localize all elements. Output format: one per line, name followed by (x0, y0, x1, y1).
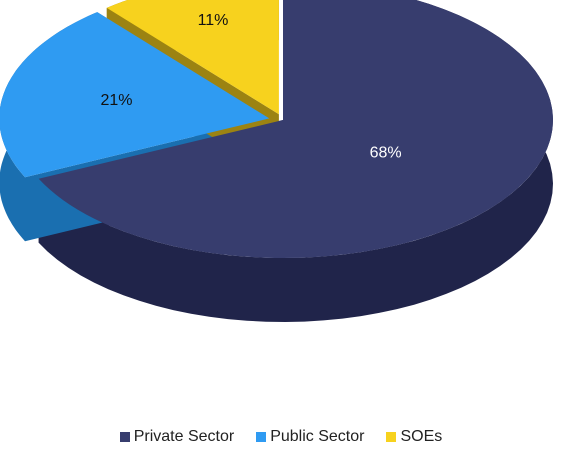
legend-label-soes: SOEs (400, 428, 443, 445)
pie-slice-soes: 11% (106, 0, 279, 115)
pie-slice-private-sector: 68% (38, 0, 553, 258)
legend-label-private-sector: Private Sector (133, 428, 235, 445)
data-label-public-sector: 21% (100, 92, 132, 109)
pie-top-soes (106, 0, 279, 115)
legend-swatch-soes (386, 432, 397, 442)
legend: Private Sector Public Sector SOEs (0, 428, 562, 446)
pie-chart-svg: 68% 21% 11% (0, 0, 553, 322)
pie-top-public-sector (0, 12, 270, 178)
data-label-soes: 11% (198, 12, 229, 29)
legend-item-public-sector: Public Sector (256, 428, 364, 446)
pie-rim-private-sector (38, 0, 553, 322)
legend-swatch-public-sector (256, 432, 267, 442)
pie-slice-public-sector: 21% (0, 12, 270, 178)
legend-item-soes: SOEs (386, 428, 442, 446)
pie-top-private-sector (38, 0, 553, 258)
data-label-private-sector: 68% (370, 145, 402, 162)
legend-swatch-private-sector (119, 432, 130, 442)
legend-label-public-sector: Public Sector (270, 428, 365, 445)
legend-item-private-sector: Private Sector (119, 428, 235, 446)
